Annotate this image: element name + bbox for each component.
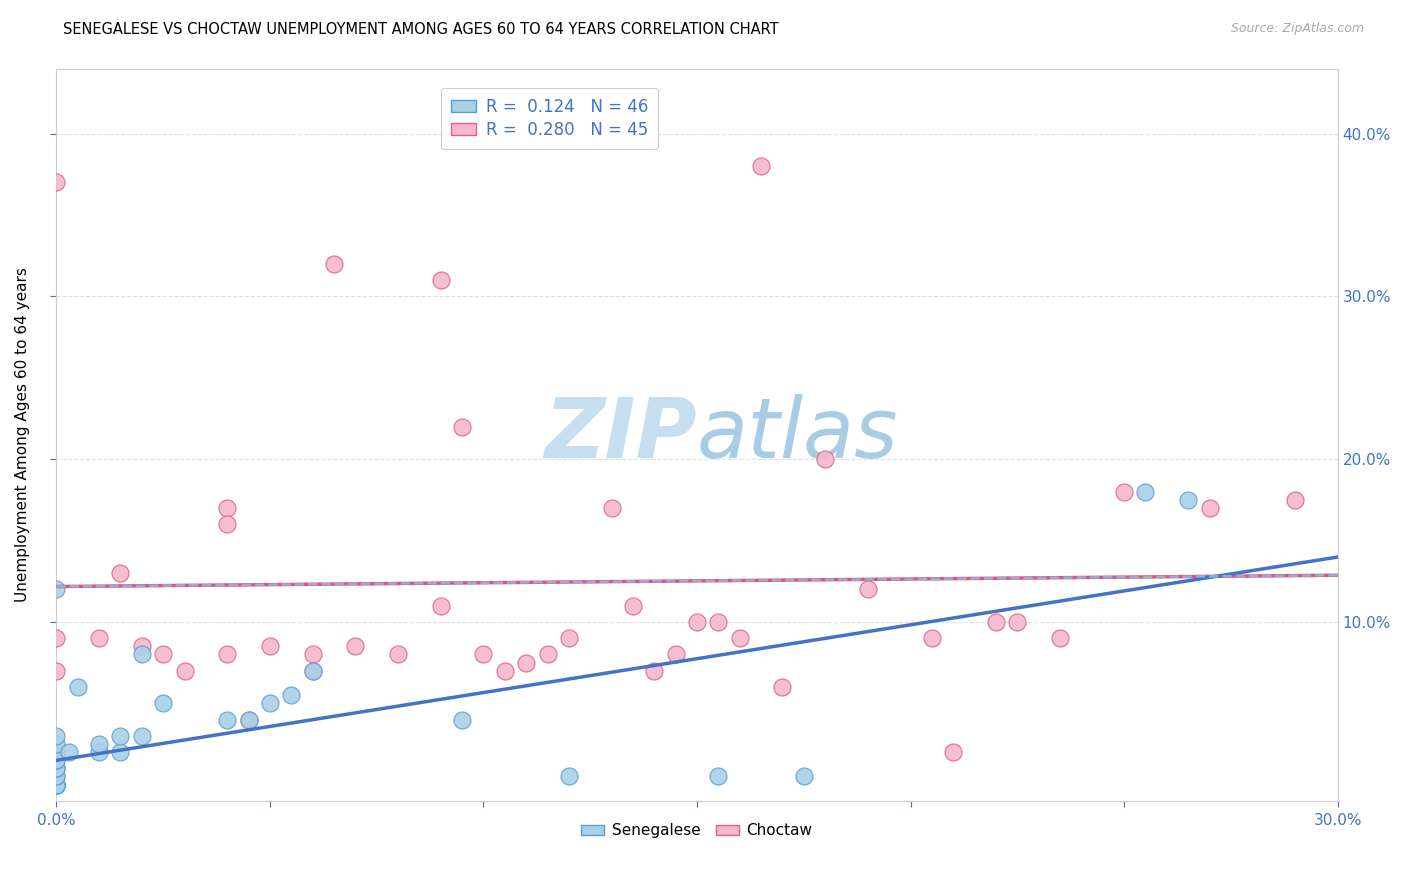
Point bbox=[451, 419, 474, 434]
Point bbox=[323, 257, 346, 271]
Point bbox=[1135, 484, 1157, 499]
Point bbox=[45, 778, 67, 792]
Point bbox=[173, 664, 195, 678]
Point bbox=[45, 778, 67, 792]
Point bbox=[131, 648, 153, 662]
Point bbox=[749, 159, 772, 173]
Point bbox=[728, 631, 751, 645]
Point bbox=[344, 640, 367, 654]
Point bbox=[45, 753, 67, 767]
Point bbox=[301, 664, 323, 678]
Point bbox=[770, 680, 793, 694]
Point bbox=[643, 664, 665, 678]
Point bbox=[45, 761, 67, 775]
Point bbox=[45, 745, 67, 759]
Point bbox=[301, 648, 323, 662]
Point bbox=[152, 696, 174, 710]
Point bbox=[110, 566, 132, 580]
Point bbox=[45, 582, 67, 597]
Text: ZIP: ZIP bbox=[544, 394, 697, 475]
Point bbox=[131, 640, 153, 654]
Point bbox=[45, 778, 67, 792]
Point bbox=[856, 582, 879, 597]
Text: atlas: atlas bbox=[697, 394, 898, 475]
Point bbox=[110, 745, 132, 759]
Point bbox=[536, 648, 558, 662]
Point bbox=[217, 500, 239, 515]
Point bbox=[45, 729, 67, 743]
Point bbox=[45, 631, 67, 645]
Point bbox=[58, 745, 80, 759]
Point bbox=[217, 713, 239, 727]
Point bbox=[45, 778, 67, 792]
Point bbox=[259, 640, 281, 654]
Point bbox=[45, 778, 67, 792]
Point bbox=[217, 648, 239, 662]
Point bbox=[45, 778, 67, 792]
Point bbox=[1049, 631, 1071, 645]
Point bbox=[1177, 492, 1199, 507]
Point bbox=[45, 778, 67, 792]
Point bbox=[793, 769, 815, 783]
Point bbox=[429, 599, 451, 613]
Point bbox=[45, 778, 67, 792]
Point bbox=[45, 753, 67, 767]
Point bbox=[45, 778, 67, 792]
Point bbox=[45, 769, 67, 783]
Point bbox=[515, 656, 537, 670]
Point bbox=[45, 664, 67, 678]
Point bbox=[1198, 500, 1220, 515]
Point bbox=[387, 648, 409, 662]
Point bbox=[558, 769, 581, 783]
Point bbox=[45, 778, 67, 792]
Point bbox=[1114, 484, 1136, 499]
Point bbox=[259, 696, 281, 710]
Point bbox=[45, 761, 67, 775]
Point bbox=[451, 713, 474, 727]
Legend: Senegalese, Choctaw: Senegalese, Choctaw bbox=[575, 817, 818, 845]
Point bbox=[45, 737, 67, 751]
Point bbox=[494, 664, 516, 678]
Point bbox=[1007, 615, 1029, 629]
Point bbox=[45, 176, 67, 190]
Point bbox=[110, 729, 132, 743]
Point bbox=[45, 778, 67, 792]
Point bbox=[45, 778, 67, 792]
Point bbox=[814, 452, 837, 467]
Text: Source: ZipAtlas.com: Source: ZipAtlas.com bbox=[1230, 22, 1364, 36]
Point bbox=[558, 631, 581, 645]
Point bbox=[45, 778, 67, 792]
Point bbox=[301, 664, 323, 678]
Point bbox=[87, 737, 110, 751]
Point bbox=[45, 745, 67, 759]
Point bbox=[45, 761, 67, 775]
Point bbox=[429, 273, 451, 287]
Point bbox=[45, 769, 67, 783]
Point bbox=[45, 778, 67, 792]
Point bbox=[921, 631, 943, 645]
Point bbox=[1284, 492, 1306, 507]
Point bbox=[942, 745, 965, 759]
Point bbox=[280, 688, 302, 702]
Point bbox=[686, 615, 709, 629]
Point bbox=[707, 615, 730, 629]
Point bbox=[87, 631, 110, 645]
Point bbox=[66, 680, 89, 694]
Point bbox=[665, 648, 688, 662]
Point bbox=[238, 713, 260, 727]
Point bbox=[984, 615, 1007, 629]
Text: SENEGALESE VS CHOCTAW UNEMPLOYMENT AMONG AGES 60 TO 64 YEARS CORRELATION CHART: SENEGALESE VS CHOCTAW UNEMPLOYMENT AMONG… bbox=[63, 22, 779, 37]
Point bbox=[472, 648, 495, 662]
Y-axis label: Unemployment Among Ages 60 to 64 years: Unemployment Among Ages 60 to 64 years bbox=[15, 268, 30, 602]
Point bbox=[152, 648, 174, 662]
Point bbox=[621, 599, 644, 613]
Point bbox=[600, 500, 623, 515]
Point bbox=[707, 769, 730, 783]
Point bbox=[238, 713, 260, 727]
Point bbox=[87, 745, 110, 759]
Point bbox=[131, 729, 153, 743]
Point bbox=[217, 517, 239, 532]
